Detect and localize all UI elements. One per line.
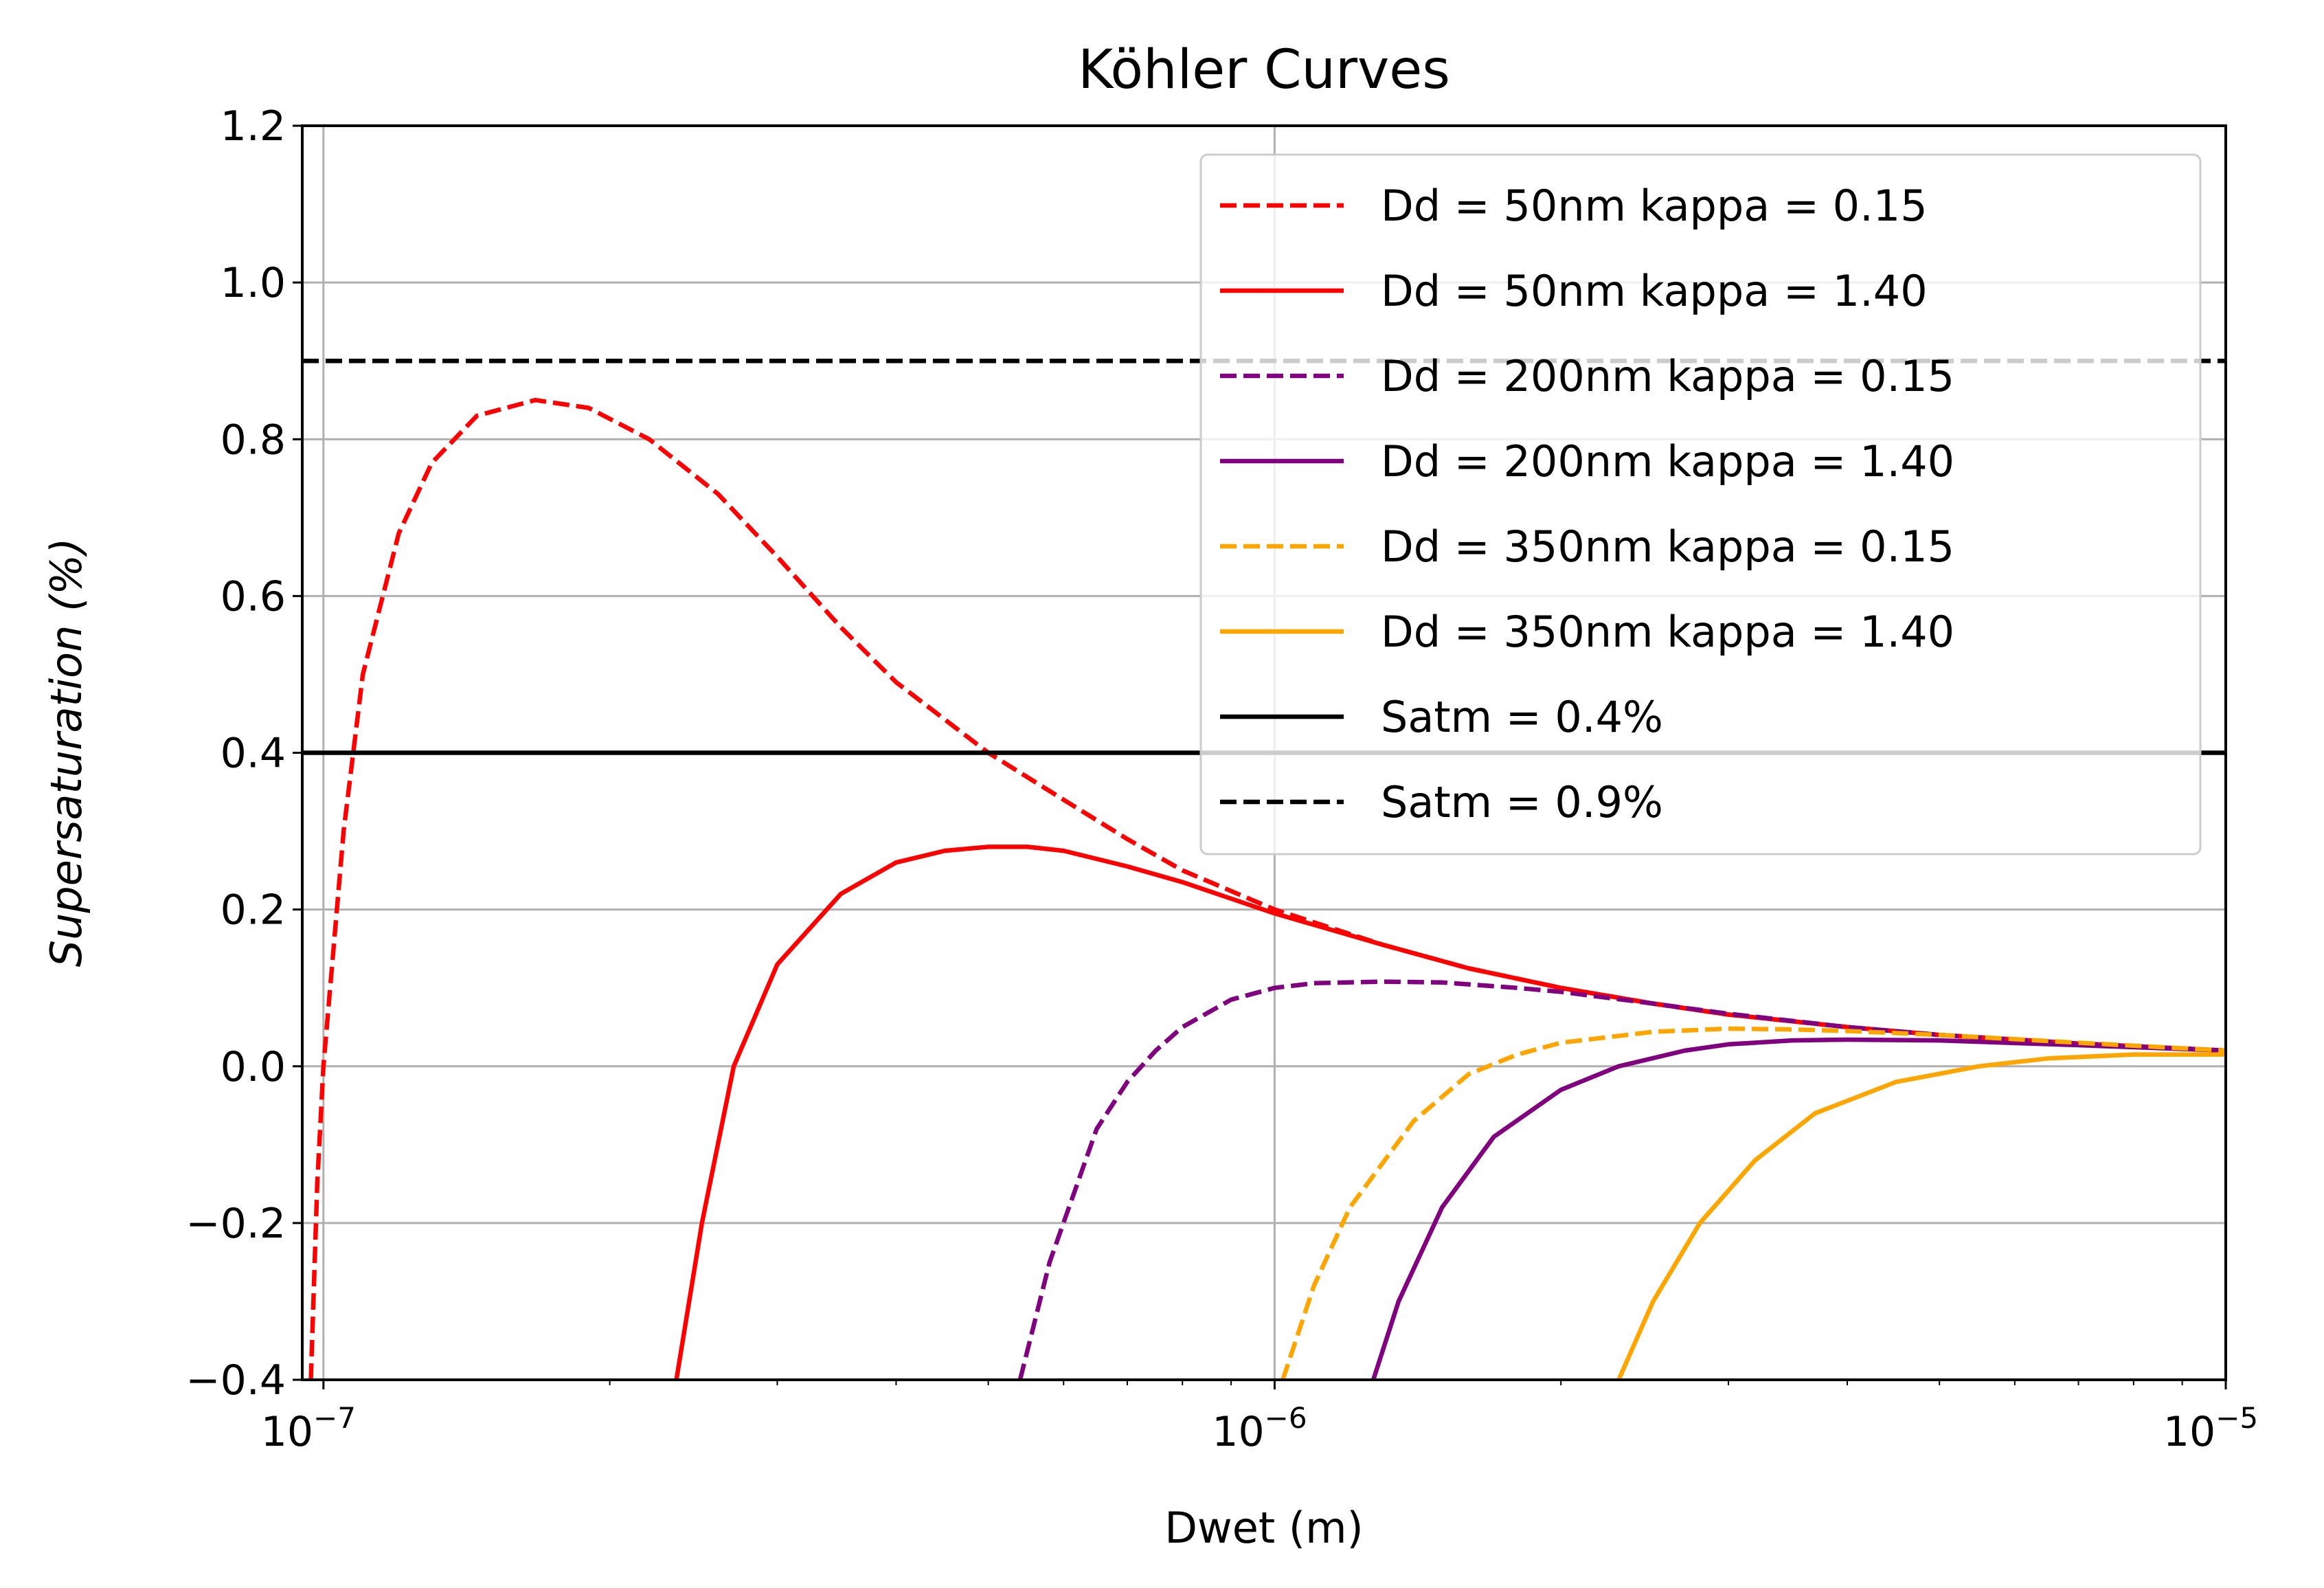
legend-label: Dd = 50nm kappa = 0.15 bbox=[1381, 181, 1928, 231]
chart-title: Köhler Curves bbox=[1078, 39, 1450, 101]
legend-label: Dd = 350nm kappa = 1.40 bbox=[1381, 607, 1954, 657]
y-tick-label: −0.2 bbox=[185, 1200, 286, 1248]
y-tick-label: 1.2 bbox=[221, 102, 286, 150]
legend-label: Dd = 50nm kappa = 1.40 bbox=[1381, 266, 1928, 316]
series-line bbox=[1017, 979, 2226, 1380]
legend: Dd = 50nm kappa = 0.15 Dd = 50nm kappa = … bbox=[1199, 153, 2202, 855]
y-tick-label: −0.4 bbox=[185, 1356, 286, 1405]
y-tick-label: 0.8 bbox=[221, 416, 286, 464]
axis-ticks: 1.2 1.0 0.8 0.6 0.4 0.2 0.0 −0.2 −0.410−7 10−6 10−… bbox=[185, 102, 2258, 1456]
x-axis-label: Dwet (m) bbox=[1164, 1503, 1363, 1553]
y-tick-label: 0.2 bbox=[221, 886, 286, 935]
y-tick-label: 0.0 bbox=[221, 1043, 286, 1091]
series-line bbox=[1616, 1052, 2226, 1380]
y-tick-label: 1.0 bbox=[221, 259, 286, 307]
x-tick-label: 10−6 bbox=[1212, 1401, 1307, 1456]
legend-label: Satm = 0.4% bbox=[1381, 692, 1663, 742]
y-axis-label: Supersaturation (%) bbox=[41, 538, 91, 968]
legend-label: Dd = 350nm kappa = 0.15 bbox=[1381, 522, 1954, 572]
legend-label: Dd = 200nm kappa = 0.15 bbox=[1381, 351, 1954, 401]
x-tick-label: 10−5 bbox=[2163, 1401, 2258, 1456]
series-line bbox=[1281, 1026, 2226, 1380]
legend-label: Dd = 200nm kappa = 1.40 bbox=[1381, 436, 1954, 487]
legend-box bbox=[1199, 153, 2202, 855]
series-line bbox=[1371, 1037, 2226, 1380]
x-tick-label: 10−7 bbox=[261, 1401, 356, 1456]
y-tick-label: 0.6 bbox=[221, 572, 286, 620]
y-tick-label: 0.4 bbox=[221, 730, 286, 778]
legend-label: Satm = 0.9% bbox=[1381, 777, 1663, 827]
